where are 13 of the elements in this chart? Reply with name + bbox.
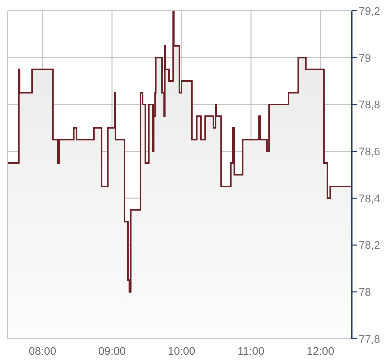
y-tick-label: 79 bbox=[359, 52, 372, 65]
x-tick-label: 10:00 bbox=[168, 346, 196, 358]
y-tick-label: 78,8 bbox=[359, 100, 380, 112]
y-tick-label: 78,2 bbox=[359, 240, 380, 252]
x-tick-label: 11:00 bbox=[238, 346, 265, 358]
x-tick-label: 08:00 bbox=[28, 346, 57, 358]
y-tick-label: 78 bbox=[359, 287, 372, 300]
y-tick-label: 78,4 bbox=[359, 193, 380, 206]
x-tick-label: 09:00 bbox=[98, 346, 126, 358]
y-tick-label: 79,2 bbox=[359, 6, 380, 18]
y-tick-label: 77,8 bbox=[359, 334, 380, 346]
x-tick-label: 12:00 bbox=[306, 346, 334, 358]
y-tick-label: 78,6 bbox=[359, 146, 380, 158]
